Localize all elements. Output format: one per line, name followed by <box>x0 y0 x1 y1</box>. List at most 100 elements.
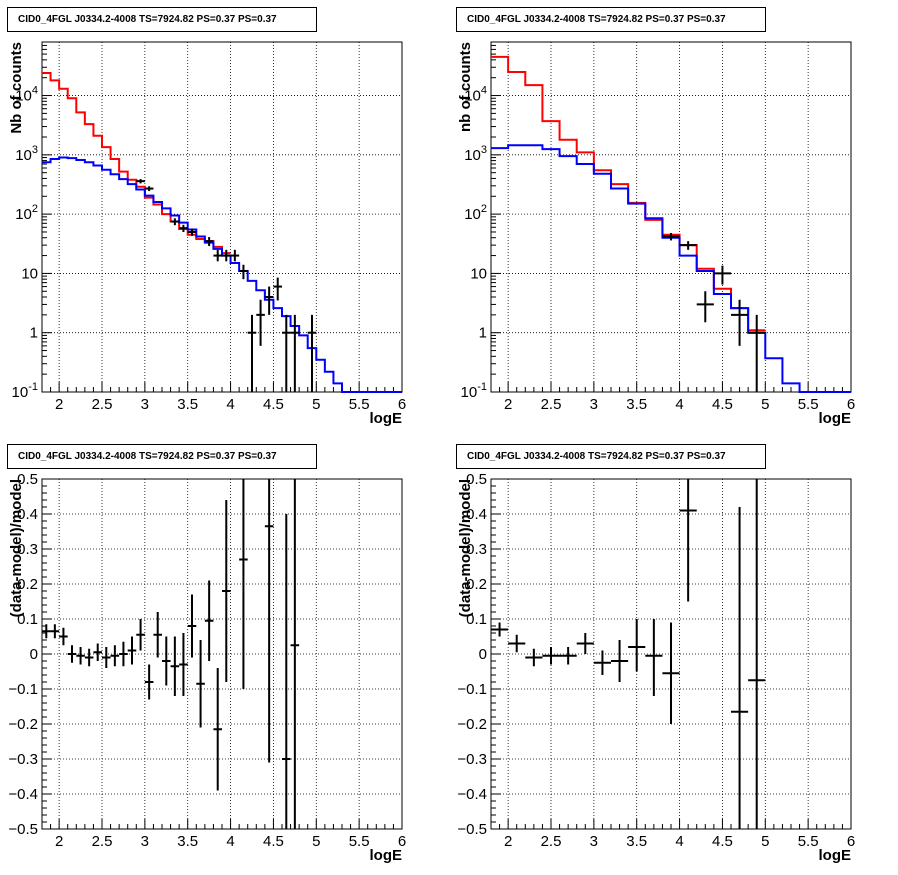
x-tick-label: 5 <box>312 396 320 413</box>
x-tick-label: 3.5 <box>177 396 198 413</box>
y-tick-label: 0.3 <box>17 541 38 558</box>
data-point <box>196 640 205 728</box>
data-point <box>222 500 231 682</box>
data-point <box>576 633 594 654</box>
data-point <box>645 619 663 696</box>
x-tick-label: 4.5 <box>263 833 284 850</box>
data-point <box>731 507 749 829</box>
x-tick-label: 3 <box>141 833 149 850</box>
grid <box>491 42 852 393</box>
plot-title: CID0_4FGL J0334.2-4008 TS=7924.82 PS=0.3… <box>7 444 317 469</box>
y-tick-label: 10 <box>21 265 38 282</box>
series-line-red <box>42 72 231 255</box>
x-tick-label: 3 <box>590 833 598 850</box>
x-tick-label: 3.5 <box>177 833 198 850</box>
x-tick-label: 2 <box>55 396 63 413</box>
x-tick-label: 5 <box>761 396 769 413</box>
y-tick-label: 10 <box>470 265 487 282</box>
axis-ticks <box>41 478 403 830</box>
counts-panel-coarse: 2 2.5 3 3.5 4 4.5 5 5.5 6 10-1 1 10 102 103 104 logE nb … <box>449 0 898 437</box>
x-tick-label: 5.5 <box>349 833 370 850</box>
data-point <box>187 594 197 658</box>
data-point <box>144 186 154 192</box>
x-axis-label: logE <box>819 847 852 864</box>
data-point <box>290 314 300 392</box>
data-point <box>213 668 222 791</box>
y-tick-label: 103 <box>15 144 38 164</box>
y-tick-label: 0 <box>30 646 38 663</box>
data-point <box>187 228 197 236</box>
data-point <box>273 277 282 301</box>
x-tick-label: 5.5 <box>798 396 819 413</box>
y-tick-label: −0.2 <box>8 716 38 733</box>
data-point <box>59 627 68 646</box>
data-point <box>290 479 300 829</box>
residuals-plot-coarse: 2 2.5 3 3.5 4 4.5 5 5.5 6 −0.5 −0.4 −0.3 −0.2 −0.1 0 0.… <box>457 471 855 864</box>
counts-plot-coarse: 2 2.5 3 3.5 4 4.5 5 5.5 6 10-1 1 10 102 103 104 logE nb … <box>457 41 856 427</box>
axis-ticks <box>490 41 852 393</box>
x-tick-label: 4.5 <box>263 396 284 413</box>
data-point <box>136 619 145 651</box>
data-points <box>662 233 766 392</box>
data-point <box>127 636 137 665</box>
data-point <box>282 514 291 829</box>
x-tick-label: 3.5 <box>626 396 647 413</box>
x-tick-label: 2 <box>55 833 63 850</box>
residuals-plot-fine: 2 2.5 3 3.5 4 4.5 5 5.5 6 −0.5 −0.4 −0.3 −0.2 −0.1 0 0.… <box>8 471 406 864</box>
y-tick-label: −0.3 <box>457 751 487 768</box>
data-point <box>748 314 766 392</box>
data-point <box>282 314 291 392</box>
x-axis-label: logE <box>370 847 403 864</box>
x-tick-label: 2.5 <box>541 833 562 850</box>
x-tick-label: 4.5 <box>712 396 733 413</box>
x-tick-label: 6 <box>847 833 855 850</box>
data-point <box>170 636 180 696</box>
y-tick-label: −0.5 <box>8 821 38 838</box>
y-tick-label: 0.3 <box>466 541 487 558</box>
y-tick-label: 1 <box>479 325 487 342</box>
y-tick-label: 0.5 <box>466 471 487 488</box>
tick-labels: 2 2.5 3 3.5 4 4.5 5 5.5 6 10-1 1 10 102 103 104 <box>461 85 856 413</box>
y-tick-label: 0.2 <box>466 576 487 593</box>
y-tick-label: 104 <box>15 85 38 105</box>
plot-frame <box>490 41 852 393</box>
data-point <box>204 580 214 661</box>
data-point <box>662 622 680 724</box>
data-point <box>264 479 274 763</box>
y-axis-label: (data-model)/model <box>457 479 474 617</box>
data-point <box>67 645 77 663</box>
plot-title: CID0_4FGL J0334.2-4008 TS=7924.82 PS=0.3… <box>456 7 766 32</box>
plot-frame <box>41 41 403 393</box>
grid <box>42 478 403 830</box>
x-tick-label: 4 <box>226 833 234 850</box>
data-point <box>179 633 188 696</box>
data-point <box>50 624 60 639</box>
y-tick-label: 102 <box>15 203 38 223</box>
data-point <box>84 648 94 667</box>
data-point <box>102 647 111 668</box>
y-tick-label: −0.4 <box>8 786 38 803</box>
data-point <box>119 641 128 667</box>
data-point <box>170 218 180 226</box>
series-line-blue <box>491 144 851 393</box>
data-point <box>247 314 257 392</box>
data-point <box>222 249 231 262</box>
data-point <box>264 286 274 315</box>
data-points <box>491 479 766 829</box>
tick-labels: 2 2.5 3 3.5 4 4.5 5 5.5 6 −0.5 −0.4 −0.3 −0.2 −0.1 0 0.… <box>457 471 855 850</box>
data-point <box>256 299 265 346</box>
y-tick-label: −0.5 <box>457 821 487 838</box>
x-tick-label: 4.5 <box>712 833 733 850</box>
data-point <box>204 237 214 247</box>
data-point <box>144 664 154 700</box>
y-tick-label: 0.1 <box>17 611 38 628</box>
x-tick-label: 5.5 <box>349 396 370 413</box>
data-point <box>307 314 317 392</box>
y-tick-label: 10-1 <box>461 381 487 401</box>
data-point <box>239 479 248 689</box>
x-tick-label: 2.5 <box>92 833 113 850</box>
counts-panel-fine: 2 2.5 3 3.5 4 4.5 5 5.5 6 10-1 1 10 102 103 104 logE Nb … <box>0 0 449 437</box>
data-point <box>42 624 51 639</box>
y-axis-label: (data-model)/model <box>8 479 25 617</box>
series-line-blue <box>42 156 402 393</box>
